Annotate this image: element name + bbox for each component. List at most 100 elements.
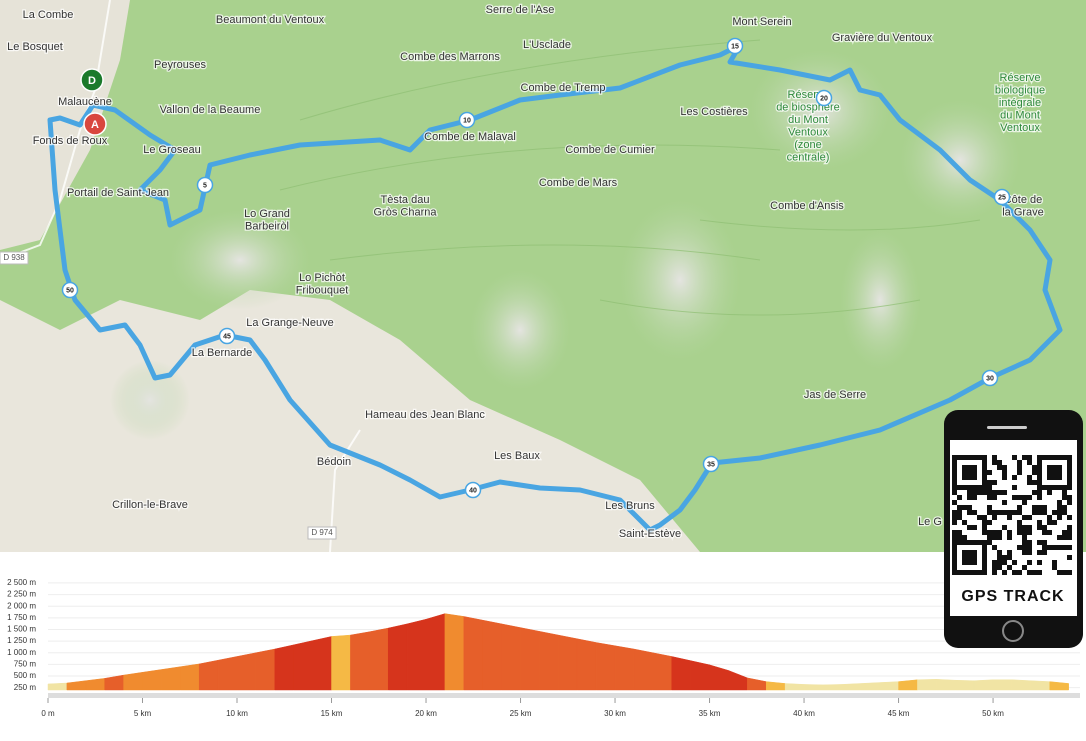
start-pin [80,68,104,92]
elevation-segment [312,636,332,691]
qr-module [1057,570,1062,575]
km-marker [993,188,1011,206]
qr-widget[interactable]: GPS TRACK [944,410,1083,648]
qr-module [952,500,957,505]
x-tick-label: 35 km [699,709,721,718]
y-tick-label: 2 000 m [7,601,36,610]
qr-module [1037,525,1042,530]
elevation-segment [841,683,861,691]
qr-module [992,535,997,540]
qr-module [1062,495,1067,500]
elevation-segment [198,659,219,691]
qr-module [1027,525,1032,530]
qr-module [972,490,977,495]
km-marker [981,369,999,387]
qr-module [1002,510,1007,515]
place-label: La Bernarde [192,347,253,359]
elevation-segment [293,640,313,691]
elevation-segment [879,681,899,691]
qr-module [1062,570,1067,575]
qr-module [1002,555,1007,560]
qr-module [1027,455,1032,460]
elevation-segment [1011,679,1032,691]
elevation-segment [595,642,616,691]
place-label: Les Baux [494,450,540,462]
qr-module [992,510,997,515]
qr-module [1037,550,1042,555]
qr-module [997,490,1002,495]
qr-module [1047,520,1052,525]
qr-module [1027,550,1032,555]
qr-module [1022,495,1027,500]
qr-module [957,515,962,520]
qr-module [1037,510,1042,515]
qr-module [1022,550,1027,555]
qr-module [1017,465,1022,470]
qr-module [1032,480,1037,485]
place-label: Bédoin [317,456,351,468]
place-label: Malaucène [58,96,112,108]
qr-module [1052,565,1057,570]
hillshade [110,50,1020,440]
elevation-segment [463,616,483,691]
qr-module [1027,460,1032,465]
place-label: La Grange-Neuve [246,317,333,329]
qr-module [992,560,997,565]
km-marker-label: 25 [998,194,1006,201]
qr-module [957,535,962,540]
qr-caption: GPS TRACK [961,588,1064,605]
qr-module [1027,530,1032,535]
qr-module [967,505,972,510]
road-label: D 974 [311,528,333,537]
qr-module [962,505,967,510]
qr-module [967,495,972,500]
x-tick-label: 40 km [793,709,815,718]
qr-module [997,560,1002,565]
qr-module [1027,545,1032,550]
km-marker-label: 40 [469,487,477,494]
place-label: Crillon-le-Brave [112,499,188,511]
elevation-segment [747,677,767,691]
y-tick-label: 1 500 m [7,625,36,634]
place-label: Jas de Serre [804,389,866,401]
qr-module [1002,475,1007,480]
qr-module [952,490,957,495]
qr-module [952,535,957,540]
elevation-segment [765,681,786,691]
qr-module [1067,545,1072,550]
elevation-segment [104,674,124,691]
qr-module [952,530,957,535]
elevation-segment [331,634,351,691]
place-label: Lo Pichòt [299,272,345,284]
qr-module [1002,490,1007,495]
place-label: biologique [995,84,1045,96]
qr-module [997,460,1002,465]
place-label: Barbeiròl [245,220,289,232]
place-label: Combe de Malaval [424,131,516,143]
qr-module [1042,550,1047,555]
qr-module [1067,535,1072,540]
km-marker [464,481,482,499]
qr-module [977,515,982,520]
qr-module [1002,525,1007,530]
km-marker-label: 50 [66,287,74,294]
qr-module [1022,525,1027,530]
elevation-segment [1049,681,1069,691]
place-label: Combe de Mars [539,177,618,189]
qr-module [1022,530,1027,535]
place-label: Gravière du Ventoux [832,32,933,44]
qr-module [1057,535,1062,540]
elevation-segment [955,679,975,691]
qr-module [1032,505,1037,510]
km-marker-label: 45 [223,333,231,340]
qr-module [1017,525,1022,530]
place-label: Serre de l'Ase [486,4,555,16]
valley [0,0,130,250]
elevation-segment [936,679,956,691]
qr-module [1012,485,1017,490]
y-tick-label: 250 m [14,683,37,692]
qr-module [987,470,992,475]
qr-module [987,530,992,535]
place-label: Combe de Cumier [565,144,655,156]
